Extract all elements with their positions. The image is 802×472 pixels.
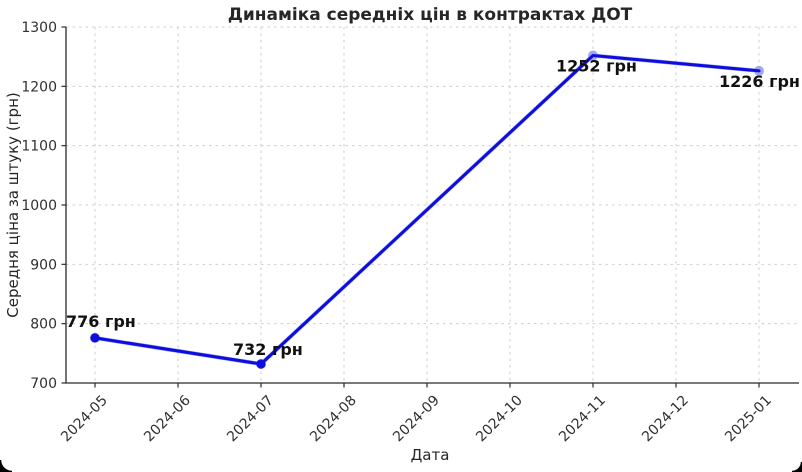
x-tick-label: 2025-01 [722,393,775,446]
y-tick-labels: 700 800 900 1000 1100 1200 1300 [21,20,57,392]
y-tick-label: 1000 [21,198,57,214]
axes [61,26,799,388]
y-tick-label: 900 [30,257,57,273]
y-tick-label: 800 [30,317,57,333]
chart-title: Динаміка середніх цін в контрактах ДОТ [227,5,633,25]
window-corner-bottom-right [792,462,802,472]
x-tick-label: 2024-05 [58,393,111,446]
x-tick-label: 2024-12 [639,393,692,446]
point-value-label: 776 грн [66,312,136,331]
series-line [90,53,761,369]
y-tick-label: 1200 [21,79,57,95]
point-value-label: 732 грн [233,340,303,359]
x-tick-label: 2024-11 [556,393,609,446]
data-point-marker [256,359,266,369]
x-tick-label: 2024-07 [224,393,277,446]
point-value-label: 1226 грн [719,72,800,91]
x-tick-label: 2024-06 [141,392,194,445]
point-value-label: 1252 грн [556,56,637,75]
x-axis-label: Дата [410,446,450,464]
x-tick-label: 2024-09 [390,393,443,446]
x-tick-label: 2024-10 [473,393,526,446]
y-tick-label: 700 [30,376,57,392]
y-tick-label: 1100 [21,139,57,155]
x-tick-label: 2024-08 [307,393,360,446]
y-tick-label: 1300 [21,20,57,36]
data-point-marker [90,333,100,343]
y-axis-label: Середня ціна за штуку (грн) [4,92,22,318]
window-corner-bottom-left [0,460,12,472]
point-labels: 776 грн 732 грн 1252 грн 1226 грн [66,56,800,359]
x-tick-labels: 2024-05 2024-06 2024-07 2024-08 2024-09 2024-… [58,392,775,445]
